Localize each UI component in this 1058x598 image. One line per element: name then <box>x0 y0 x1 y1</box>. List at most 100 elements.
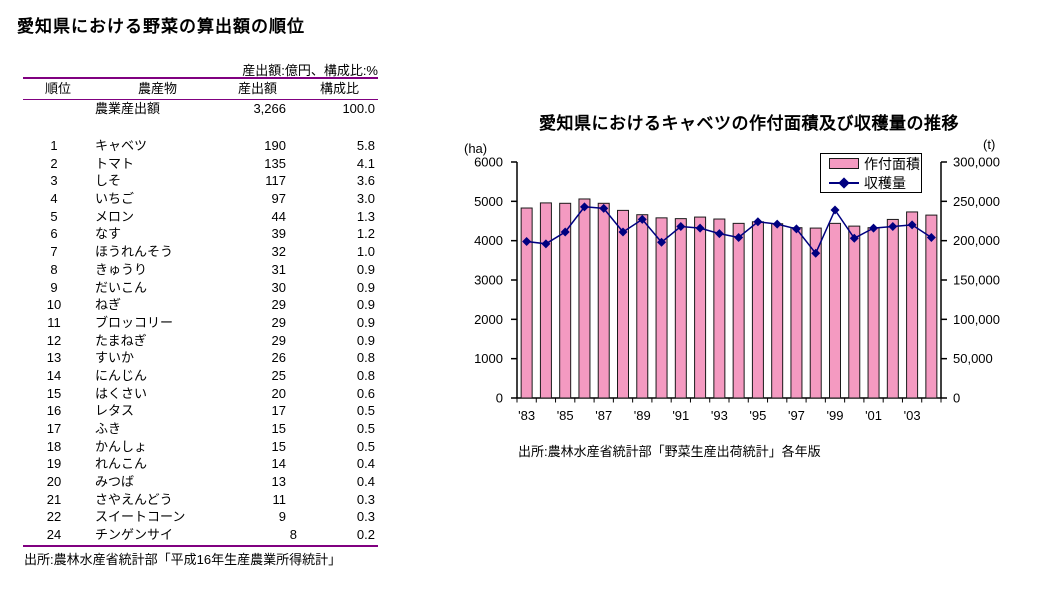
cell-value: 13 <box>271 474 286 490</box>
x-axis-tick-label: '97 <box>788 408 805 423</box>
x-axis-tick-label: '95 <box>749 408 766 423</box>
legend-item-area: 作付面積 <box>821 155 921 173</box>
bar-planted-area <box>597 202 610 399</box>
cell-value: 15 <box>271 438 286 454</box>
cell-product: キャベツ <box>95 138 148 153</box>
table-row: 15 はくさい 20 0.6 <box>23 385 378 403</box>
cell-product: かんしょ <box>95 438 148 454</box>
cell-ratio: 0.5 <box>356 421 375 436</box>
chart-plot-area: 0 1000 2000 3000 4000 5000 6000 0 50,000 100,000 1… <box>474 155 1000 424</box>
cell-rank: 24 <box>46 527 62 543</box>
harvest-marker-diamond-icon <box>830 205 840 215</box>
x-axis-tick-label: '83 <box>518 408 535 423</box>
bar-series-swatch-icon <box>829 158 859 169</box>
left-axis-unit: (ha) <box>464 141 488 156</box>
cell-product: はくさい <box>95 385 148 401</box>
cell-ratio: 0.9 <box>356 279 375 295</box>
harvest-marker-diamond-icon <box>714 229 724 239</box>
cell-value: 31 <box>271 261 286 277</box>
bar-planted-area <box>867 227 880 399</box>
cell-product: ブロッコリー <box>95 314 174 330</box>
bar-planted-area <box>809 227 822 399</box>
cell-product: いちご <box>95 191 135 207</box>
table-spacer <box>23 118 378 137</box>
table-row: 20 みつば 13 0.4 <box>23 473 378 491</box>
cell-ratio: 0.4 <box>356 456 375 472</box>
left-axis-tick-label: 5000 <box>474 194 503 209</box>
table-row: 10 ねぎ 29 0.9 <box>23 296 378 314</box>
cell-rank: 1 <box>50 138 58 153</box>
bar-planted-area <box>848 225 861 399</box>
harvest-marker-diamond-icon <box>926 233 936 243</box>
cell-value: 26 <box>271 350 286 366</box>
cell-ratio: 0.9 <box>356 332 375 348</box>
harvest-marker-diamond-icon <box>676 222 686 232</box>
page-title: 愛知県における野菜の算出額の順位 <box>17 17 305 36</box>
cell-rank: 16 <box>46 403 62 419</box>
cell-value: 29 <box>271 332 286 348</box>
left-axis-tick-label: 4000 <box>474 233 503 248</box>
left-axis-tick-label: 1000 <box>474 351 503 366</box>
table-row: 3 しそ 117 3.6 <box>23 172 378 190</box>
cell-value: 14 <box>271 456 286 472</box>
harvest-marker-diamond-icon <box>560 227 570 237</box>
cell-ratio: 0.9 <box>356 261 375 277</box>
cell-ratio: 1.3 <box>356 208 375 224</box>
cell-rank: 22 <box>46 509 62 525</box>
harvest-line <box>526 206 932 255</box>
table-row: 11 ブロッコリー 29 0.9 <box>23 314 378 332</box>
table-source-note: 出所:農林水産省統計部「平成16年生産農業所得統計」 <box>24 552 342 567</box>
table-header-row: 順位 農産物 産出額 構成比 <box>23 79 378 100</box>
x-axis-tick-label: '03 <box>904 408 921 423</box>
x-axis-tick-label: '85 <box>557 408 574 423</box>
bar-planted-area <box>829 222 841 399</box>
cell-product: スイートコーン <box>95 509 186 525</box>
cell-rank: 6 <box>50 226 58 242</box>
cell-rank: 12 <box>46 332 62 348</box>
cell-rank: 11 <box>47 314 61 330</box>
cell-ratio: 0.5 <box>356 403 375 419</box>
cell-rank: 5 <box>50 208 58 224</box>
x-axis-tick-label: '87 <box>595 408 612 423</box>
cell-rank: 18 <box>46 438 62 454</box>
table-body: 1 キャベツ 190 5.8 2 トマト 135 4.1 3 しそ 117 3.6 4 いちご 97 3.0 5… <box>23 137 378 544</box>
cell-product: ふき <box>95 421 122 436</box>
chart-source-note: 出所:農林水産省統計部「野菜生産出荷統計」各年版 <box>518 444 821 459</box>
cell-product: みつば <box>95 474 135 490</box>
harvest-marker-diamond-icon <box>637 214 647 224</box>
cell-ratio: 0.4 <box>356 474 375 490</box>
bar-planted-area <box>674 218 687 399</box>
bar-planted-area <box>790 227 803 399</box>
table-row: 2 トマト 135 4.1 <box>23 155 378 173</box>
table-row: 6 なす 39 1.2 <box>23 225 378 243</box>
harvest-marker-diamond-icon <box>541 239 551 249</box>
table-row: 9 だいこん 30 0.9 <box>23 279 378 297</box>
summary-ratio: 100.0 <box>342 101 375 116</box>
cell-value: 9 <box>278 509 286 525</box>
cell-product: ほうれんそう <box>95 244 174 260</box>
cell-value: 29 <box>271 314 286 330</box>
left-axis-tick-label: 3000 <box>474 273 503 288</box>
cell-value: 15 <box>271 421 286 436</box>
table-row: 7 ほうれんそう 32 1.0 <box>23 243 378 261</box>
harvest-marker-diamond-icon <box>695 223 705 233</box>
table-row: 18 かんしょ 15 0.5 <box>23 438 378 456</box>
cell-value: 190 <box>264 138 286 153</box>
left-axis-tick-label: 6000 <box>474 155 503 170</box>
chart-legend: 作付面積 収穫量 <box>820 153 922 193</box>
harvest-marker-diamond-icon <box>618 227 628 237</box>
cell-value: 97 <box>271 191 286 207</box>
bar-planted-area <box>886 218 899 399</box>
cell-value: 25 <box>271 367 286 383</box>
cell-product: すいか <box>95 350 135 366</box>
cell-rank: 2 <box>50 155 58 171</box>
bar-planted-area <box>771 223 784 399</box>
cell-ratio: 0.5 <box>356 438 375 454</box>
right-axis-tick-label: 0 <box>953 391 960 406</box>
cell-ratio: 0.3 <box>356 491 375 507</box>
cell-rank: 3 <box>50 173 58 189</box>
cell-rank: 7 <box>50 244 58 260</box>
cell-rank: 20 <box>46 474 62 490</box>
col-header-value: 産出額 <box>237 81 277 96</box>
left-axis-tick-label: 2000 <box>474 312 503 327</box>
